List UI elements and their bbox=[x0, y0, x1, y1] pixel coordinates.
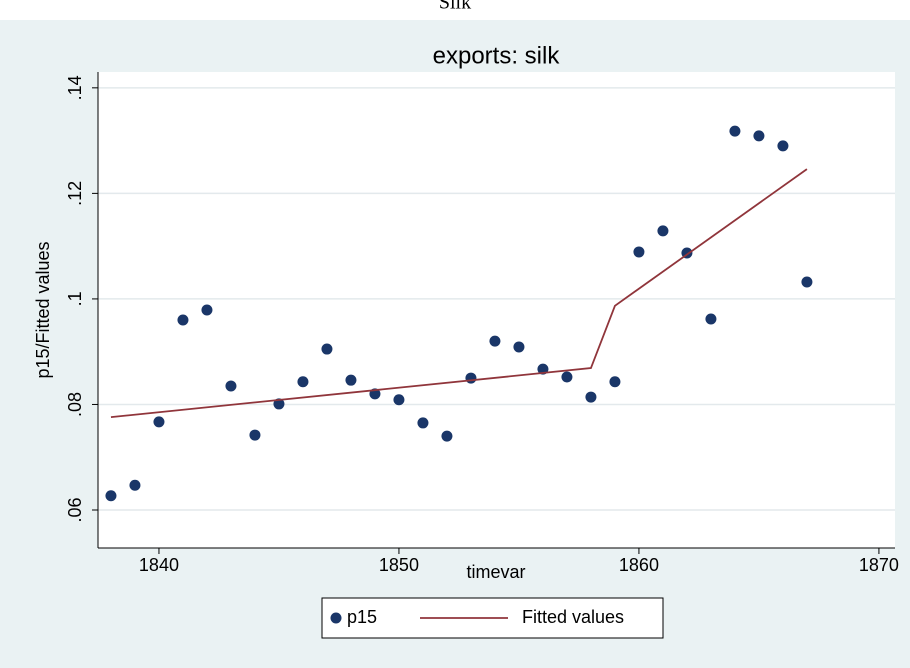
point bbox=[657, 225, 669, 237]
y-tick-label: .12 bbox=[65, 181, 85, 206]
point bbox=[273, 398, 285, 410]
point bbox=[753, 130, 765, 142]
legend-label: Fitted values bbox=[522, 607, 624, 627]
point bbox=[417, 417, 429, 429]
legend-marker bbox=[330, 612, 342, 624]
point bbox=[153, 416, 165, 428]
y-axis-label: p15/Fitted values bbox=[33, 241, 53, 378]
y-tick-label: .14 bbox=[65, 75, 85, 100]
point bbox=[345, 374, 357, 386]
point bbox=[729, 125, 741, 137]
point bbox=[489, 335, 501, 347]
point bbox=[705, 313, 717, 325]
y-tick-label: .08 bbox=[65, 392, 85, 417]
point bbox=[609, 376, 621, 388]
y-tick-label: .1 bbox=[65, 291, 85, 306]
point bbox=[201, 304, 213, 316]
point bbox=[777, 140, 789, 152]
point bbox=[585, 391, 597, 403]
fitted-line bbox=[110, 168, 808, 419]
x-tick-label: 1840 bbox=[139, 555, 179, 575]
chart-title: exports: silk bbox=[433, 42, 561, 69]
x-tick-label: 1860 bbox=[619, 555, 659, 575]
point bbox=[561, 371, 573, 383]
y-tick-label: .06 bbox=[65, 497, 85, 522]
point bbox=[225, 380, 237, 392]
point bbox=[177, 314, 189, 326]
point bbox=[105, 490, 117, 502]
x-axis-label: timevar bbox=[466, 562, 525, 582]
point bbox=[129, 479, 141, 491]
caption: Silk bbox=[439, 0, 471, 14]
point bbox=[465, 372, 477, 384]
point bbox=[249, 429, 261, 441]
legend-label: p15 bbox=[347, 607, 377, 627]
plot-area bbox=[98, 72, 895, 548]
point bbox=[297, 376, 309, 388]
point bbox=[321, 343, 333, 355]
x-tick-label: 1870 bbox=[859, 555, 899, 575]
point bbox=[393, 394, 405, 406]
point bbox=[513, 341, 525, 353]
x-tick-label: 1850 bbox=[379, 555, 419, 575]
point bbox=[801, 276, 813, 288]
point bbox=[441, 430, 453, 442]
point bbox=[633, 246, 645, 258]
